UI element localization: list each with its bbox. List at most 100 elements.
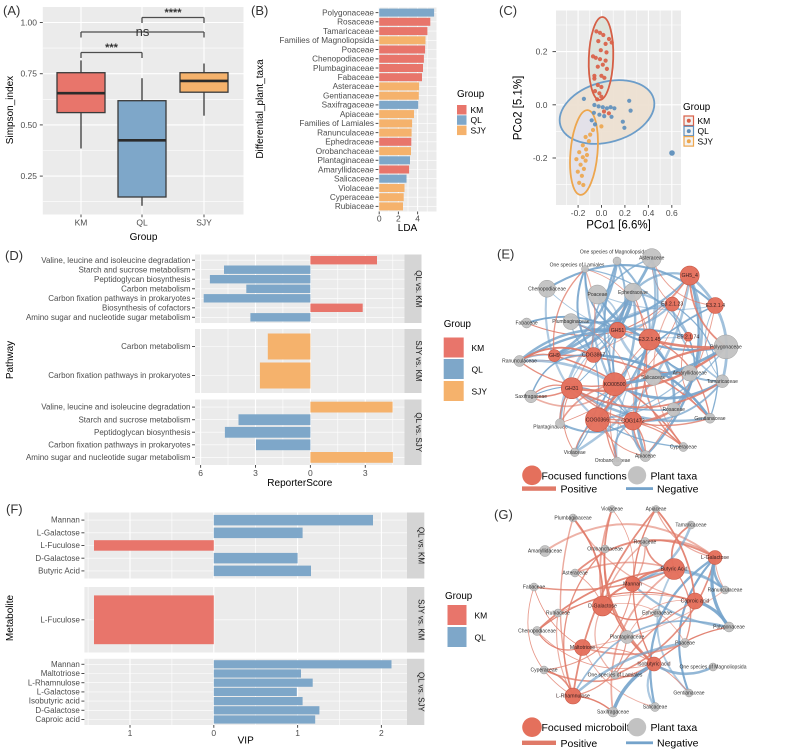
svg-text:(A): (A) [3,3,20,18]
svg-text:0.0: 0.0 [536,100,548,110]
svg-text:Poaceae: Poaceae [675,641,695,647]
svg-text:SJY: SJY [196,218,212,228]
svg-text:Salicaceae: Salicaceae [334,175,375,184]
svg-text:ns: ns [136,24,150,39]
svg-text:KM: KM [471,105,484,115]
svg-text:One species of Lamiales: One species of Lamiales [550,263,605,269]
svg-text:Cyperaceae: Cyperaceae [670,445,697,451]
svg-text:L-Galactose: L-Galactose [37,528,81,537]
svg-text:E5.2.1.74: E5.2.1.74 [677,334,699,340]
svg-text:QL: QL [698,126,710,136]
svg-text:Group: Group [683,102,711,113]
svg-text:SJY: SJY [471,125,487,135]
svg-text:E3.2.1.23: E3.2.1.23 [661,302,683,308]
svg-text:Tamaricaceae: Tamaricaceae [707,379,738,385]
svg-text:Salicaceae: Salicaceae [641,375,666,381]
svg-text:Saxifragaceae: Saxifragaceae [597,710,629,716]
svg-text:Carbon fixation pathways in pr: Carbon fixation pathways in prokaryotes [48,440,190,449]
svg-text:QL: QL [475,633,487,643]
svg-text:Caproic acid: Caproic acid [35,715,79,724]
svg-text:0.25: 0.25 [20,171,37,181]
svg-text:Saxifragaceae: Saxifragaceae [322,101,375,110]
svg-text:KM: KM [472,343,485,353]
svg-text:(F): (F) [6,502,23,517]
svg-text:Amino sugar and nucleotide sug: Amino sugar and nucleotide sugar metabol… [26,453,191,462]
svg-text:Starch and sucrose metabolism: Starch and sucrose metabolism [78,415,190,424]
svg-text:Valine, leucine and isoleucine: Valine, leucine and isoleucine degradati… [41,256,190,265]
svg-text:QL vs. SJY: QL vs. SJY [414,412,423,452]
svg-text:Group: Group [444,319,472,330]
svg-text:COG0366: COG0366 [586,417,609,423]
svg-text:Polygonaceae: Polygonaceae [713,625,745,631]
svg-text:(E): (E) [497,247,514,262]
svg-text:Apiaceae: Apiaceae [646,507,667,513]
svg-text:Negative: Negative [657,738,699,750]
svg-text:4: 4 [415,213,420,223]
svg-text:Orobanchaceae: Orobanchaceae [316,147,375,156]
svg-text:Polygonaceae: Polygonaceae [322,8,374,17]
svg-text:Carbon fixation pathways in pr: Carbon fixation pathways in prokaryotes [48,294,190,303]
svg-text:1: 1 [295,728,300,738]
svg-text:Simpson_index: Simpson_index [5,76,16,144]
svg-text:D-Galactose: D-Galactose [588,604,617,610]
svg-text:E3.2.1.45: E3.2.1.45 [638,337,660,343]
svg-text:Fabaceae: Fabaceae [515,321,537,327]
svg-text:GH31: GH31 [565,386,579,392]
svg-text:Ephedraceae: Ephedraceae [642,611,672,617]
svg-text:Tamaricaceae: Tamaricaceae [323,27,374,36]
svg-text:3: 3 [363,468,368,478]
svg-text:Cyperaceae: Cyperaceae [531,668,558,674]
svg-text:Positive: Positive [561,484,598,496]
svg-text:0.0: 0.0 [596,208,608,218]
svg-text:Saxifragaceae: Saxifragaceae [515,394,547,400]
svg-text:Group: Group [445,591,473,602]
svg-text:LDA: LDA [398,223,418,234]
svg-text:E3.2.1.4: E3.2.1.4 [706,303,725,309]
svg-text:KM: KM [475,611,488,621]
svg-text:Group: Group [457,89,485,100]
svg-text:Group: Group [130,232,158,243]
svg-text:-0.2: -0.2 [533,153,548,163]
svg-text:QL: QL [472,365,484,375]
svg-text:One species of Magnoliopsida: One species of Magnoliopsida [680,665,747,671]
svg-text:L-Galactose: L-Galactose [701,555,729,561]
svg-text:D-Galactose: D-Galactose [35,706,80,715]
svg-text:SJY vs. KM: SJY vs. KM [417,599,426,641]
svg-text:Rosaceae: Rosaceae [634,540,657,546]
svg-text:Fabaceae: Fabaceae [523,585,545,591]
svg-text:QL vs. SJY: QL vs. SJY [417,672,426,712]
svg-text:Chenopodiaceae: Chenopodiaceae [518,629,556,635]
svg-text:1.00: 1.00 [20,18,37,28]
svg-text:Focused functions: Focused functions [542,470,627,482]
svg-text:Carbon metabolism: Carbon metabolism [121,284,191,293]
svg-text:-0.2: -0.2 [571,208,586,218]
svg-text:Ephedraceae: Ephedraceae [325,138,374,147]
svg-text:Violaceae: Violaceae [564,450,586,456]
svg-text:Rosaceae: Rosaceae [662,407,685,413]
svg-text:COG3867: COG3867 [582,353,605,359]
svg-text:(G): (G) [494,507,513,522]
svg-text:Plant taxa: Plant taxa [651,470,698,482]
svg-text:PCo1 [6.6%]: PCo1 [6.6%] [586,220,651,232]
svg-text:Orobanchaceae: Orobanchaceae [587,547,623,553]
svg-text:2: 2 [379,728,384,738]
svg-text:Mannan: Mannan [51,516,80,525]
svg-text:D-Galactose: D-Galactose [35,554,80,563]
svg-text:Positive: Positive [561,738,598,750]
svg-text:Butyric Acid: Butyric Acid [38,567,80,576]
svg-text:Mannan: Mannan [51,660,80,669]
svg-text:Butyric Acid: Butyric Acid [660,567,687,573]
svg-text:Metabolite: Metabolite [5,594,16,641]
svg-text:Valine, leucine and isoleucine: Valine, leucine and isoleucine degradati… [41,403,190,412]
svg-text:(C): (C) [499,3,517,18]
svg-text:Plant taxa: Plant taxa [651,722,698,734]
svg-text:Differential_plant_taxa: Differential_plant_taxa [255,59,266,159]
svg-text:L-Rhamnulose: L-Rhamnulose [556,694,590,700]
svg-text:Peptidoglycan biosynthesis: Peptidoglycan biosynthesis [94,428,191,437]
svg-text:Apiaceae: Apiaceae [340,110,375,119]
svg-text:Plantaginaceae: Plantaginaceae [318,156,375,165]
svg-text:Violaceae: Violaceae [601,507,623,513]
svg-text:Tamaricaceae: Tamaricaceae [675,523,706,529]
svg-text:Ranunculaceae: Ranunculaceae [708,588,743,594]
svg-text:Cyperaceae: Cyperaceae [330,193,375,202]
